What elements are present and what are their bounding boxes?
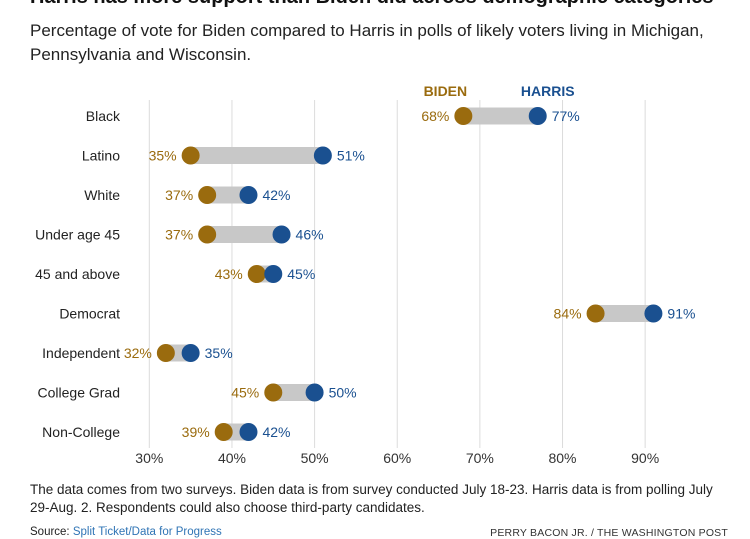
biden-point bbox=[156, 344, 175, 362]
biden-point bbox=[214, 423, 233, 441]
x-tick-label: 60% bbox=[383, 450, 411, 466]
chart-note: The data comes from two surveys. Biden d… bbox=[30, 482, 713, 515]
category-label: Black bbox=[86, 108, 121, 124]
dumbbell-chart: 30% 40% 50% 60% 70% 80% 90% Black 68% 77% Latino 35… bbox=[35, 83, 695, 466]
biden-value-label: 32% bbox=[124, 345, 152, 361]
harris-point bbox=[239, 186, 258, 204]
biden-value-label: 84% bbox=[554, 306, 582, 322]
biden-point bbox=[264, 383, 283, 402]
category-label: Independent bbox=[42, 345, 120, 361]
harris-value-label: 42% bbox=[262, 187, 290, 203]
biden-point bbox=[198, 186, 217, 204]
biden-value-label: 39% bbox=[182, 424, 210, 440]
biden-point bbox=[586, 304, 605, 323]
harris-value-label: 50% bbox=[329, 385, 357, 401]
harris-point bbox=[239, 423, 258, 441]
harris-value-label: 51% bbox=[337, 148, 365, 164]
harris-point bbox=[272, 225, 291, 244]
legend-biden: BIDEN bbox=[424, 83, 468, 99]
harris-value-label: 46% bbox=[296, 227, 324, 243]
biden-value-label: 45% bbox=[231, 385, 259, 401]
x-tick-label: 40% bbox=[218, 450, 246, 466]
chart-title: Harris has more support than Biden did a… bbox=[30, 0, 750, 9]
category-label: Democrat bbox=[59, 306, 120, 322]
x-tick-label: 30% bbox=[135, 450, 163, 466]
source-link[interactable]: Split Ticket/Data for Progress bbox=[72, 526, 222, 538]
harris-point bbox=[264, 265, 283, 283]
source-label: Source: bbox=[30, 526, 70, 538]
x-tick-label: 80% bbox=[548, 450, 576, 466]
biden-point bbox=[181, 146, 200, 165]
harris-point bbox=[181, 344, 200, 362]
biden-value-label: 68% bbox=[421, 108, 449, 124]
harris-point bbox=[528, 107, 547, 125]
x-tick-label: 50% bbox=[301, 450, 329, 466]
source-line: Source: Split Ticket/Data for Progress bbox=[30, 526, 222, 538]
harris-value-label: 42% bbox=[262, 424, 290, 440]
category-label: Latino bbox=[82, 148, 120, 164]
harris-point bbox=[305, 383, 324, 402]
biden-point bbox=[454, 107, 473, 125]
category-label: Under age 45 bbox=[35, 227, 120, 243]
legend-harris: HARRIS bbox=[521, 83, 575, 99]
harris-value-label: 35% bbox=[205, 345, 233, 361]
category-label: White bbox=[84, 187, 120, 203]
harris-point bbox=[644, 304, 663, 323]
harris-value-label: 77% bbox=[552, 108, 580, 124]
biden-point bbox=[247, 265, 266, 283]
harris-point bbox=[313, 146, 332, 165]
chart-subtitle: Percentage of vote for Biden compared to… bbox=[30, 21, 704, 64]
x-tick-label: 70% bbox=[466, 450, 494, 466]
biden-value-label: 43% bbox=[215, 266, 243, 282]
biden-value-label: 37% bbox=[165, 187, 193, 203]
biden-value-label: 37% bbox=[165, 227, 193, 243]
category-label: Non-College bbox=[42, 424, 120, 440]
biden-value-label: 35% bbox=[149, 148, 177, 164]
harris-value-label: 45% bbox=[287, 266, 315, 282]
category-label: 45 and above bbox=[35, 266, 120, 282]
category-label: College Grad bbox=[38, 385, 121, 401]
harris-value-label: 91% bbox=[667, 306, 695, 322]
x-tick-label: 90% bbox=[631, 450, 659, 466]
credit-line: PERRY BACON JR. / THE WASHINGTON POST bbox=[490, 527, 728, 539]
biden-point bbox=[198, 225, 217, 244]
